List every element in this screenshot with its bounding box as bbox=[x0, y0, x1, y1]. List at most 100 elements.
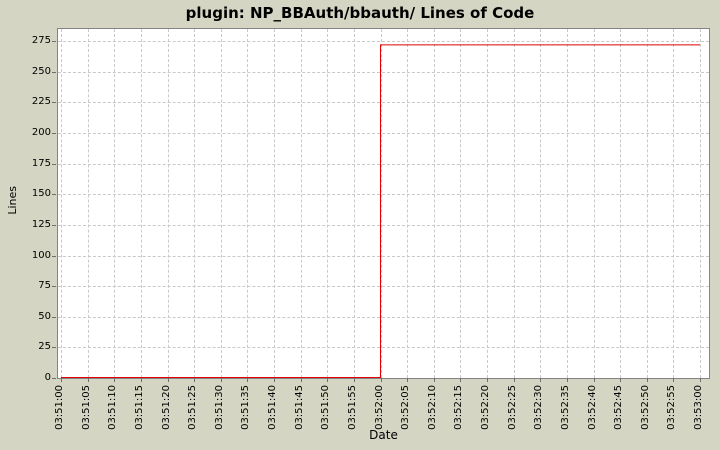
x-tick-mark bbox=[247, 378, 249, 382]
y-gridline bbox=[58, 194, 709, 196]
y-gridline bbox=[58, 133, 709, 135]
y-tick-label: 175 bbox=[31, 157, 51, 169]
y-tick-mark bbox=[52, 163, 56, 165]
x-gridline bbox=[247, 29, 249, 378]
x-tick-mark bbox=[700, 378, 701, 382]
x-gridline bbox=[87, 29, 89, 378]
y-gridline bbox=[58, 41, 709, 43]
y-gridline bbox=[58, 255, 709, 257]
y-tick-label: 200 bbox=[31, 127, 51, 139]
x-tick-mark bbox=[194, 378, 196, 382]
x-gridline bbox=[220, 29, 222, 378]
x-tick-mark bbox=[646, 378, 648, 382]
y-tick-mark bbox=[52, 286, 56, 288]
x-tick-label: 03:51:25 bbox=[187, 385, 199, 430]
x-tick-label: 03:52:00 bbox=[373, 385, 385, 430]
x-tick-mark bbox=[87, 378, 89, 382]
x-gridline bbox=[593, 29, 595, 378]
x-tick-mark bbox=[433, 378, 435, 382]
y-gridline bbox=[58, 224, 709, 226]
x-tick-label: 03:52:45 bbox=[613, 385, 625, 430]
x-gridline bbox=[433, 29, 435, 378]
x-gridline bbox=[700, 29, 701, 378]
y-gridline bbox=[58, 102, 709, 104]
y-tick-label: 150 bbox=[31, 188, 51, 200]
x-tick-label: 03:51:10 bbox=[107, 385, 119, 430]
y-tick-mark bbox=[52, 102, 56, 104]
y-tick-mark bbox=[52, 41, 56, 43]
x-tick-label: 03:52:10 bbox=[426, 385, 438, 430]
x-tick-label: 03:51:40 bbox=[267, 385, 278, 430]
x-gridline bbox=[407, 29, 409, 378]
y-tick-mark bbox=[52, 255, 56, 257]
x-tick-label: 03:53:00 bbox=[693, 385, 704, 430]
x-gridline bbox=[673, 29, 675, 378]
x-gridline bbox=[487, 29, 488, 378]
x-tick-mark bbox=[167, 378, 169, 382]
x-tick-label: 03:52:25 bbox=[506, 385, 518, 430]
x-gridline bbox=[327, 29, 329, 378]
y-tick-label: 125 bbox=[31, 218, 51, 230]
y-tick-mark bbox=[52, 194, 56, 196]
x-gridline bbox=[646, 29, 648, 378]
x-tick-label: 03:51:20 bbox=[160, 385, 172, 430]
y-gridline bbox=[58, 163, 709, 165]
y-tick-label: 50 bbox=[38, 310, 51, 322]
chart-title: plugin: NP_BBAuth/bbauth/ Lines of Code bbox=[185, 4, 535, 22]
x-tick-mark bbox=[327, 378, 329, 382]
y-gridline bbox=[58, 316, 709, 318]
x-tick-mark bbox=[513, 378, 515, 382]
x-tick-label: 03:52:20 bbox=[480, 385, 491, 430]
x-gridline bbox=[513, 29, 515, 378]
y-tick-label: 250 bbox=[31, 65, 51, 77]
x-tick-mark bbox=[540, 378, 542, 382]
x-tick-label: 03:52:50 bbox=[639, 385, 651, 430]
x-tick-mark bbox=[61, 378, 62, 382]
x-tick-mark bbox=[300, 378, 302, 382]
x-tick-label: 03:52:15 bbox=[453, 385, 465, 430]
y-gridline bbox=[58, 71, 709, 73]
y-tick-mark bbox=[52, 378, 56, 379]
x-gridline bbox=[460, 29, 462, 378]
y-gridline bbox=[58, 286, 709, 288]
y-tick-mark bbox=[52, 224, 56, 226]
x-tick-mark bbox=[220, 378, 222, 382]
x-tick-mark bbox=[114, 378, 116, 382]
x-tick-mark bbox=[620, 378, 622, 382]
x-gridline bbox=[194, 29, 196, 378]
x-tick-label: 03:51:05 bbox=[80, 385, 92, 430]
x-tick-mark bbox=[566, 378, 568, 382]
x-gridline bbox=[61, 29, 62, 378]
x-tick-label: 03:51:30 bbox=[213, 385, 225, 430]
x-tick-mark bbox=[140, 378, 142, 382]
x-tick-label: 03:51:45 bbox=[293, 385, 305, 430]
y-tick-mark bbox=[52, 133, 56, 135]
x-gridline bbox=[540, 29, 542, 378]
x-tick-label: 03:51:55 bbox=[346, 385, 358, 430]
x-tick-mark bbox=[274, 378, 275, 382]
y-tick-label: 225 bbox=[31, 96, 51, 108]
x-gridline bbox=[114, 29, 116, 378]
y-tick-mark bbox=[52, 71, 56, 73]
y-tick-label: 0 bbox=[44, 372, 51, 383]
x-axis-label: Date bbox=[369, 428, 398, 442]
y-tick-mark bbox=[52, 347, 56, 349]
x-gridline bbox=[140, 29, 142, 378]
x-tick-mark bbox=[380, 378, 382, 382]
y-tick-label: 100 bbox=[31, 249, 51, 261]
y-tick-label: 75 bbox=[38, 280, 51, 292]
y-tick-label: 25 bbox=[38, 341, 51, 353]
plot-area bbox=[57, 28, 710, 379]
x-tick-label: 03:51:00 bbox=[54, 385, 65, 430]
y-tick-mark bbox=[52, 316, 56, 318]
x-tick-mark bbox=[487, 378, 488, 382]
x-gridline bbox=[300, 29, 302, 378]
x-gridline bbox=[620, 29, 622, 378]
x-tick-label: 03:52:35 bbox=[559, 385, 571, 430]
x-gridline bbox=[353, 29, 355, 378]
y-gridline bbox=[58, 347, 709, 349]
x-tick-mark bbox=[460, 378, 462, 382]
x-tick-label: 03:52:55 bbox=[666, 385, 678, 430]
y-tick-label: 275 bbox=[31, 35, 51, 47]
